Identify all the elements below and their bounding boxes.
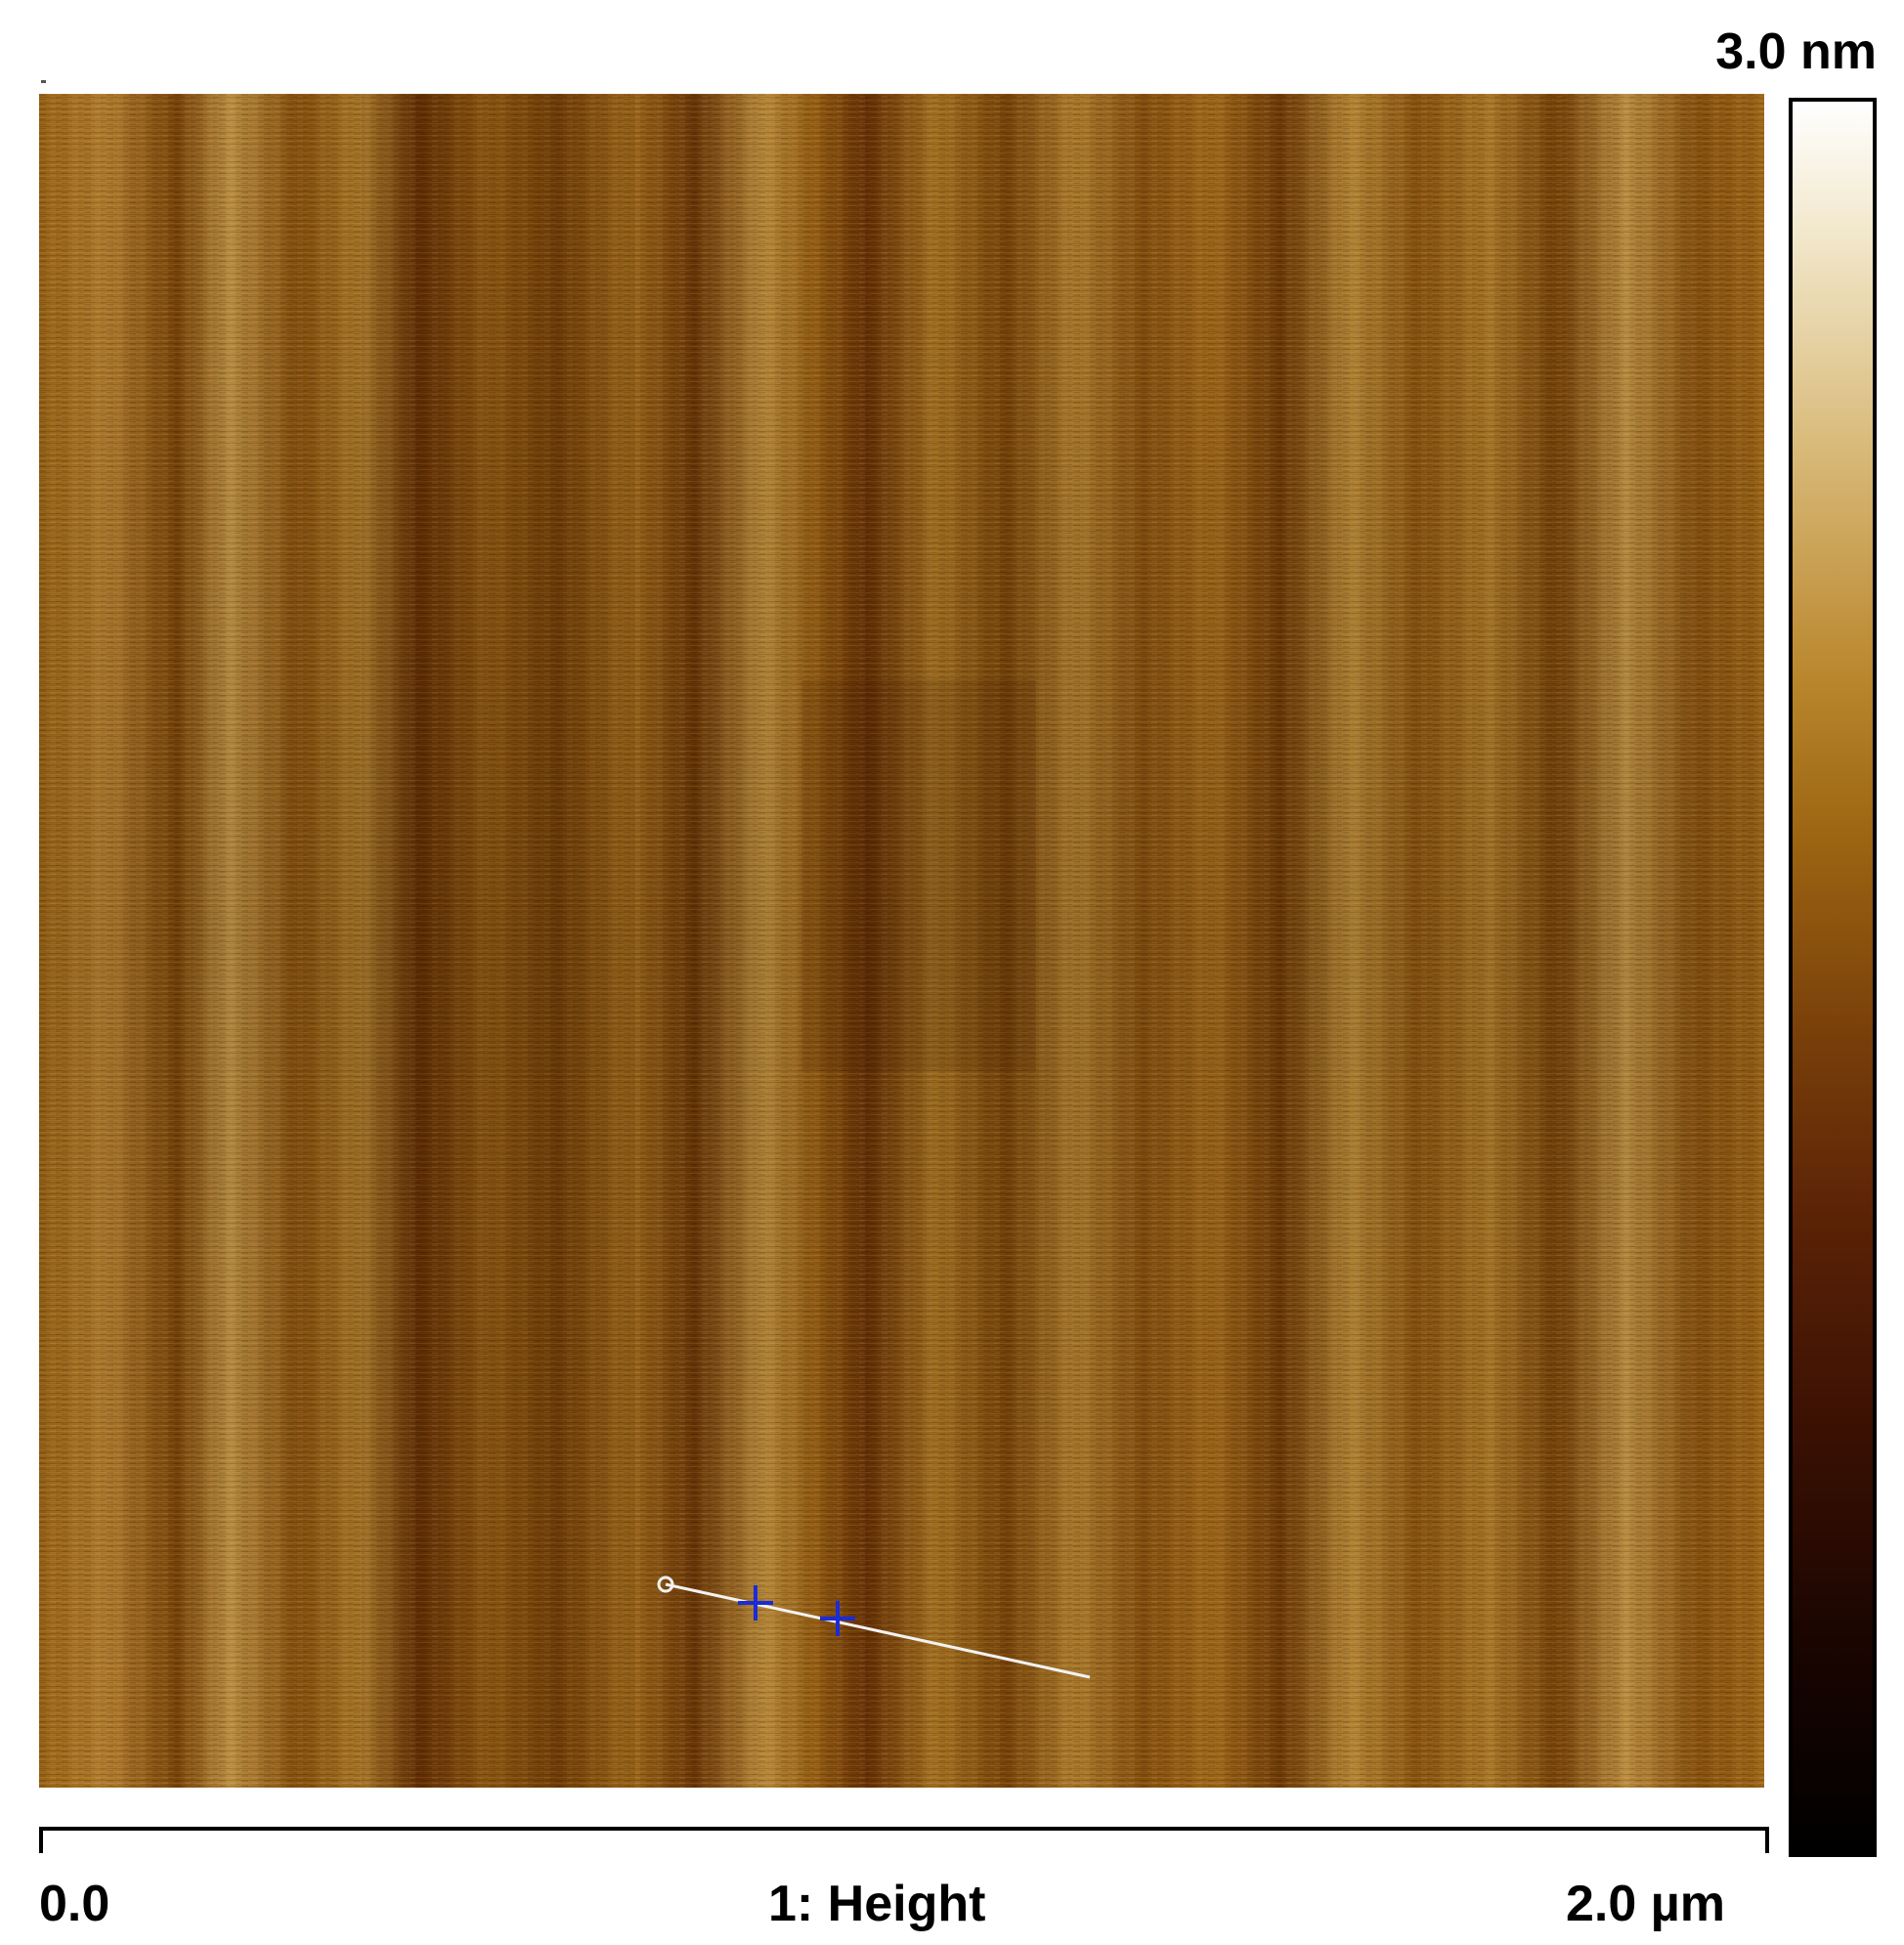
cursor-marker-2[interactable] — [820, 1601, 855, 1636]
corner-dot — [41, 80, 46, 83]
height-color-scale — [1789, 98, 1877, 1857]
length-scale-bar — [39, 1827, 1769, 1853]
afm-height-image[interactable] — [39, 94, 1764, 1788]
section-start-handle[interactable] — [657, 1576, 674, 1593]
scale-min-label: 0.0 — [39, 1876, 110, 1932]
afm-height-svg[interactable] — [39, 94, 1764, 1788]
scan-length-label: 2.0 µm — [1566, 1876, 1725, 1932]
scale-max-label: 3.0 nm — [1715, 23, 1877, 80]
section-cursor[interactable] — [657, 1576, 1091, 1679]
section-line[interactable] — [665, 1582, 1091, 1679]
channel-label: 1: Height — [768, 1876, 986, 1932]
cursor-marker-1[interactable] — [738, 1585, 773, 1621]
